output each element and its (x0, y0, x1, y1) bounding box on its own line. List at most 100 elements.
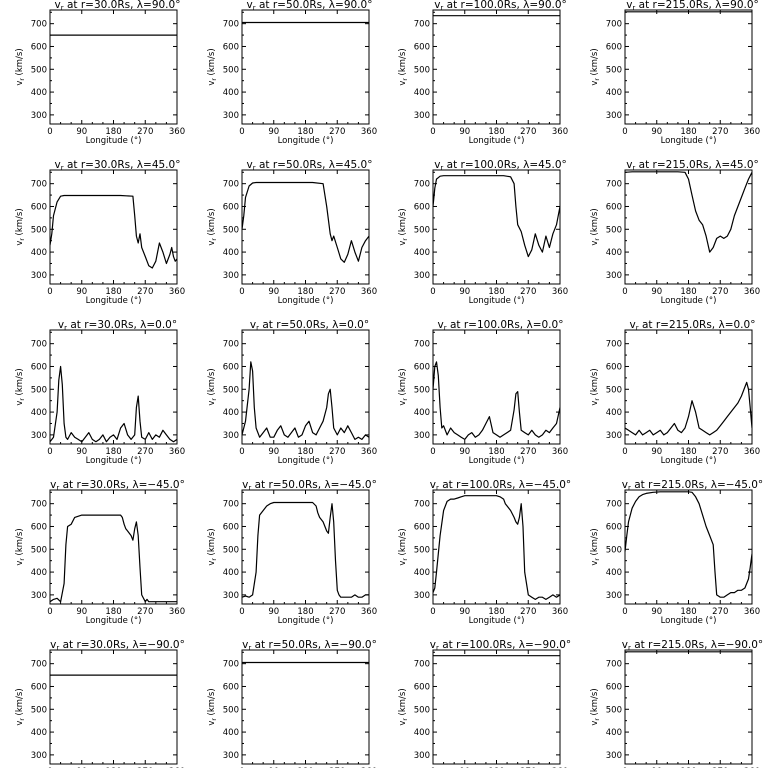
x-tick-label: 180 (297, 127, 313, 137)
x-tick-label: 360 (552, 607, 568, 617)
x-tick-label: 0 (47, 287, 52, 297)
series-line (50, 365, 177, 443)
title-var: v (430, 479, 436, 491)
y-tick-label: 500 (31, 65, 47, 75)
x-tick-label: 0 (622, 607, 627, 617)
title-rest: at r=215.0Rs, λ=0.0° (639, 319, 756, 331)
y-tick-label: 500 (606, 705, 622, 715)
y-tick-label: 700 (414, 180, 430, 190)
x-tick-label: 270 (712, 287, 728, 297)
title-rest: at r=30.0Rs, λ=−90.0° (59, 639, 185, 651)
y-axis-label: vr (km/s) (398, 688, 409, 725)
y-tick-label: 300 (606, 591, 622, 601)
title-sub: r (436, 484, 439, 492)
y-tick-label: 600 (31, 522, 47, 532)
y-tick-label: 600 (31, 42, 47, 52)
x-tick-label: 0 (239, 607, 244, 617)
y-axis-label: vr (km/s) (590, 368, 601, 405)
y-tick-label: 700 (414, 660, 430, 670)
x-tick-label: 0 (430, 127, 435, 137)
y-tick-label: 600 (414, 202, 430, 212)
chart-panel: vr at r=100.0Rs, λ=90.0° 0 90 180 270 360 300 4… (398, 0, 568, 146)
y-tick-label: 600 (31, 202, 47, 212)
title-sub: r (436, 644, 439, 652)
x-axis-label: Longitude (°) (86, 616, 142, 626)
title-rest: at r=215.0Rs, λ=−90.0° (631, 639, 763, 651)
y-tick-label: 400 (414, 568, 430, 578)
chart-panel: vr at r=30.0Rs, λ=0.0° 0 90 180 270 360 300 400… (15, 319, 185, 466)
x-tick-label: 0 (622, 287, 627, 297)
title-rest: at r=30.0Rs, λ=−45.0° (59, 479, 185, 491)
y-tick-label: 300 (31, 111, 47, 121)
x-tick-label: 0 (47, 127, 52, 137)
y-tick-label: 700 (414, 340, 430, 350)
y-axis-label: vr (km/s) (207, 528, 218, 565)
series-line (242, 181, 369, 263)
chart-panel: vr at r=50.0Rs, λ=45.0° 0 90 180 270 360 300 40… (207, 159, 377, 306)
x-tick-label: 360 (169, 127, 185, 137)
x-tick-label: 360 (744, 127, 760, 137)
x-tick-label: 90 (76, 607, 87, 617)
y-tick-label: 700 (606, 500, 622, 510)
x-tick-label: 180 (680, 607, 696, 617)
y-tick-label: 400 (606, 248, 622, 258)
y-tick-label: 400 (414, 408, 430, 418)
title-rest: at r=100.0Rs, λ=−90.0° (439, 639, 571, 651)
y-tick-label: 700 (606, 660, 622, 670)
y-tick-label: 400 (223, 568, 239, 578)
y-tick-label: 400 (223, 248, 239, 258)
title-var: v (55, 159, 61, 171)
chart-panel: vr at r=100.0Rs, λ=45.0° 0 90 180 270 360 300 4… (398, 159, 568, 306)
axes-frame (432, 9, 561, 125)
x-tick-label: 180 (105, 287, 121, 297)
y-tick-label: 600 (414, 522, 430, 532)
title-var: v (58, 319, 64, 331)
title-rest: at r=100.0Rs, λ=0.0° (447, 319, 564, 331)
y-tick-label: 400 (414, 88, 430, 98)
y-tick-label: 300 (414, 271, 430, 281)
y-tick-label: 600 (223, 362, 239, 372)
chart-title: vr at r=30.0Rs, λ=−45.0° (50, 479, 185, 492)
title-rest: at r=50.0Rs, λ=−45.0° (251, 479, 377, 491)
chart-title: vr at r=100.0Rs, λ=0.0° (438, 319, 564, 332)
chart-panel: vr at r=100.0Rs, λ=−45.0° 0 90 180 270 360 300… (398, 479, 571, 626)
title-rest: at r=50.0Rs, λ=90.0° (256, 0, 373, 11)
x-axis-label: Longitude (°) (469, 296, 525, 306)
axes-frame (49, 649, 178, 765)
x-tick-label: 0 (430, 447, 435, 457)
y-axis-label: vr (km/s) (15, 528, 26, 565)
chart-panel: vr at r=50.0Rs, λ=0.0° 0 90 180 270 360 300 400… (207, 319, 377, 466)
x-tick-label: 360 (361, 127, 377, 137)
axes-frame (241, 649, 370, 765)
chart-title: vr at r=50.0Rs, λ=90.0° (247, 0, 373, 12)
chart-panel: vr at r=100.0Rs, λ=−90.0°090180270360300… (398, 639, 571, 768)
x-tick-label: 270 (329, 447, 345, 457)
y-axis-label: vr (km/s) (590, 208, 601, 245)
x-tick-label: 0 (430, 287, 435, 297)
y-tick-label: 400 (223, 408, 239, 418)
y-tick-label: 400 (31, 568, 47, 578)
chart-title: vr at r=50.0Rs, λ=0.0° (250, 319, 369, 332)
x-tick-label: 0 (47, 607, 52, 617)
x-tick-label: 180 (105, 127, 121, 137)
x-tick-label: 270 (520, 447, 536, 457)
y-tick-label: 700 (606, 340, 622, 350)
x-tick-label: 90 (76, 447, 87, 457)
x-axis-label: Longitude (°) (86, 456, 142, 466)
series-line (625, 381, 752, 436)
x-axis-label: Longitude (°) (661, 456, 717, 466)
chart-title: vr at r=100.0Rs, λ=45.0° (434, 159, 567, 172)
y-tick-label: 700 (31, 180, 47, 190)
y-axis-label: vr (km/s) (590, 688, 601, 725)
title-rest: at r=215.0Rs, λ=45.0° (635, 159, 758, 171)
y-tick-label: 500 (414, 385, 430, 395)
x-tick-label: 180 (680, 287, 696, 297)
y-axis-label: vr (km/s) (15, 368, 26, 405)
x-tick-label: 90 (459, 447, 470, 457)
axes-frame (241, 9, 370, 125)
x-tick-label: 90 (459, 127, 470, 137)
chart-title: vr at r=100.0Rs, λ=90.0° (434, 0, 567, 12)
chart-panel: vr at r=30.0Rs, λ=45.0° 0 90 180 270 360 300 40… (15, 159, 185, 306)
title-sub: r (248, 644, 251, 652)
